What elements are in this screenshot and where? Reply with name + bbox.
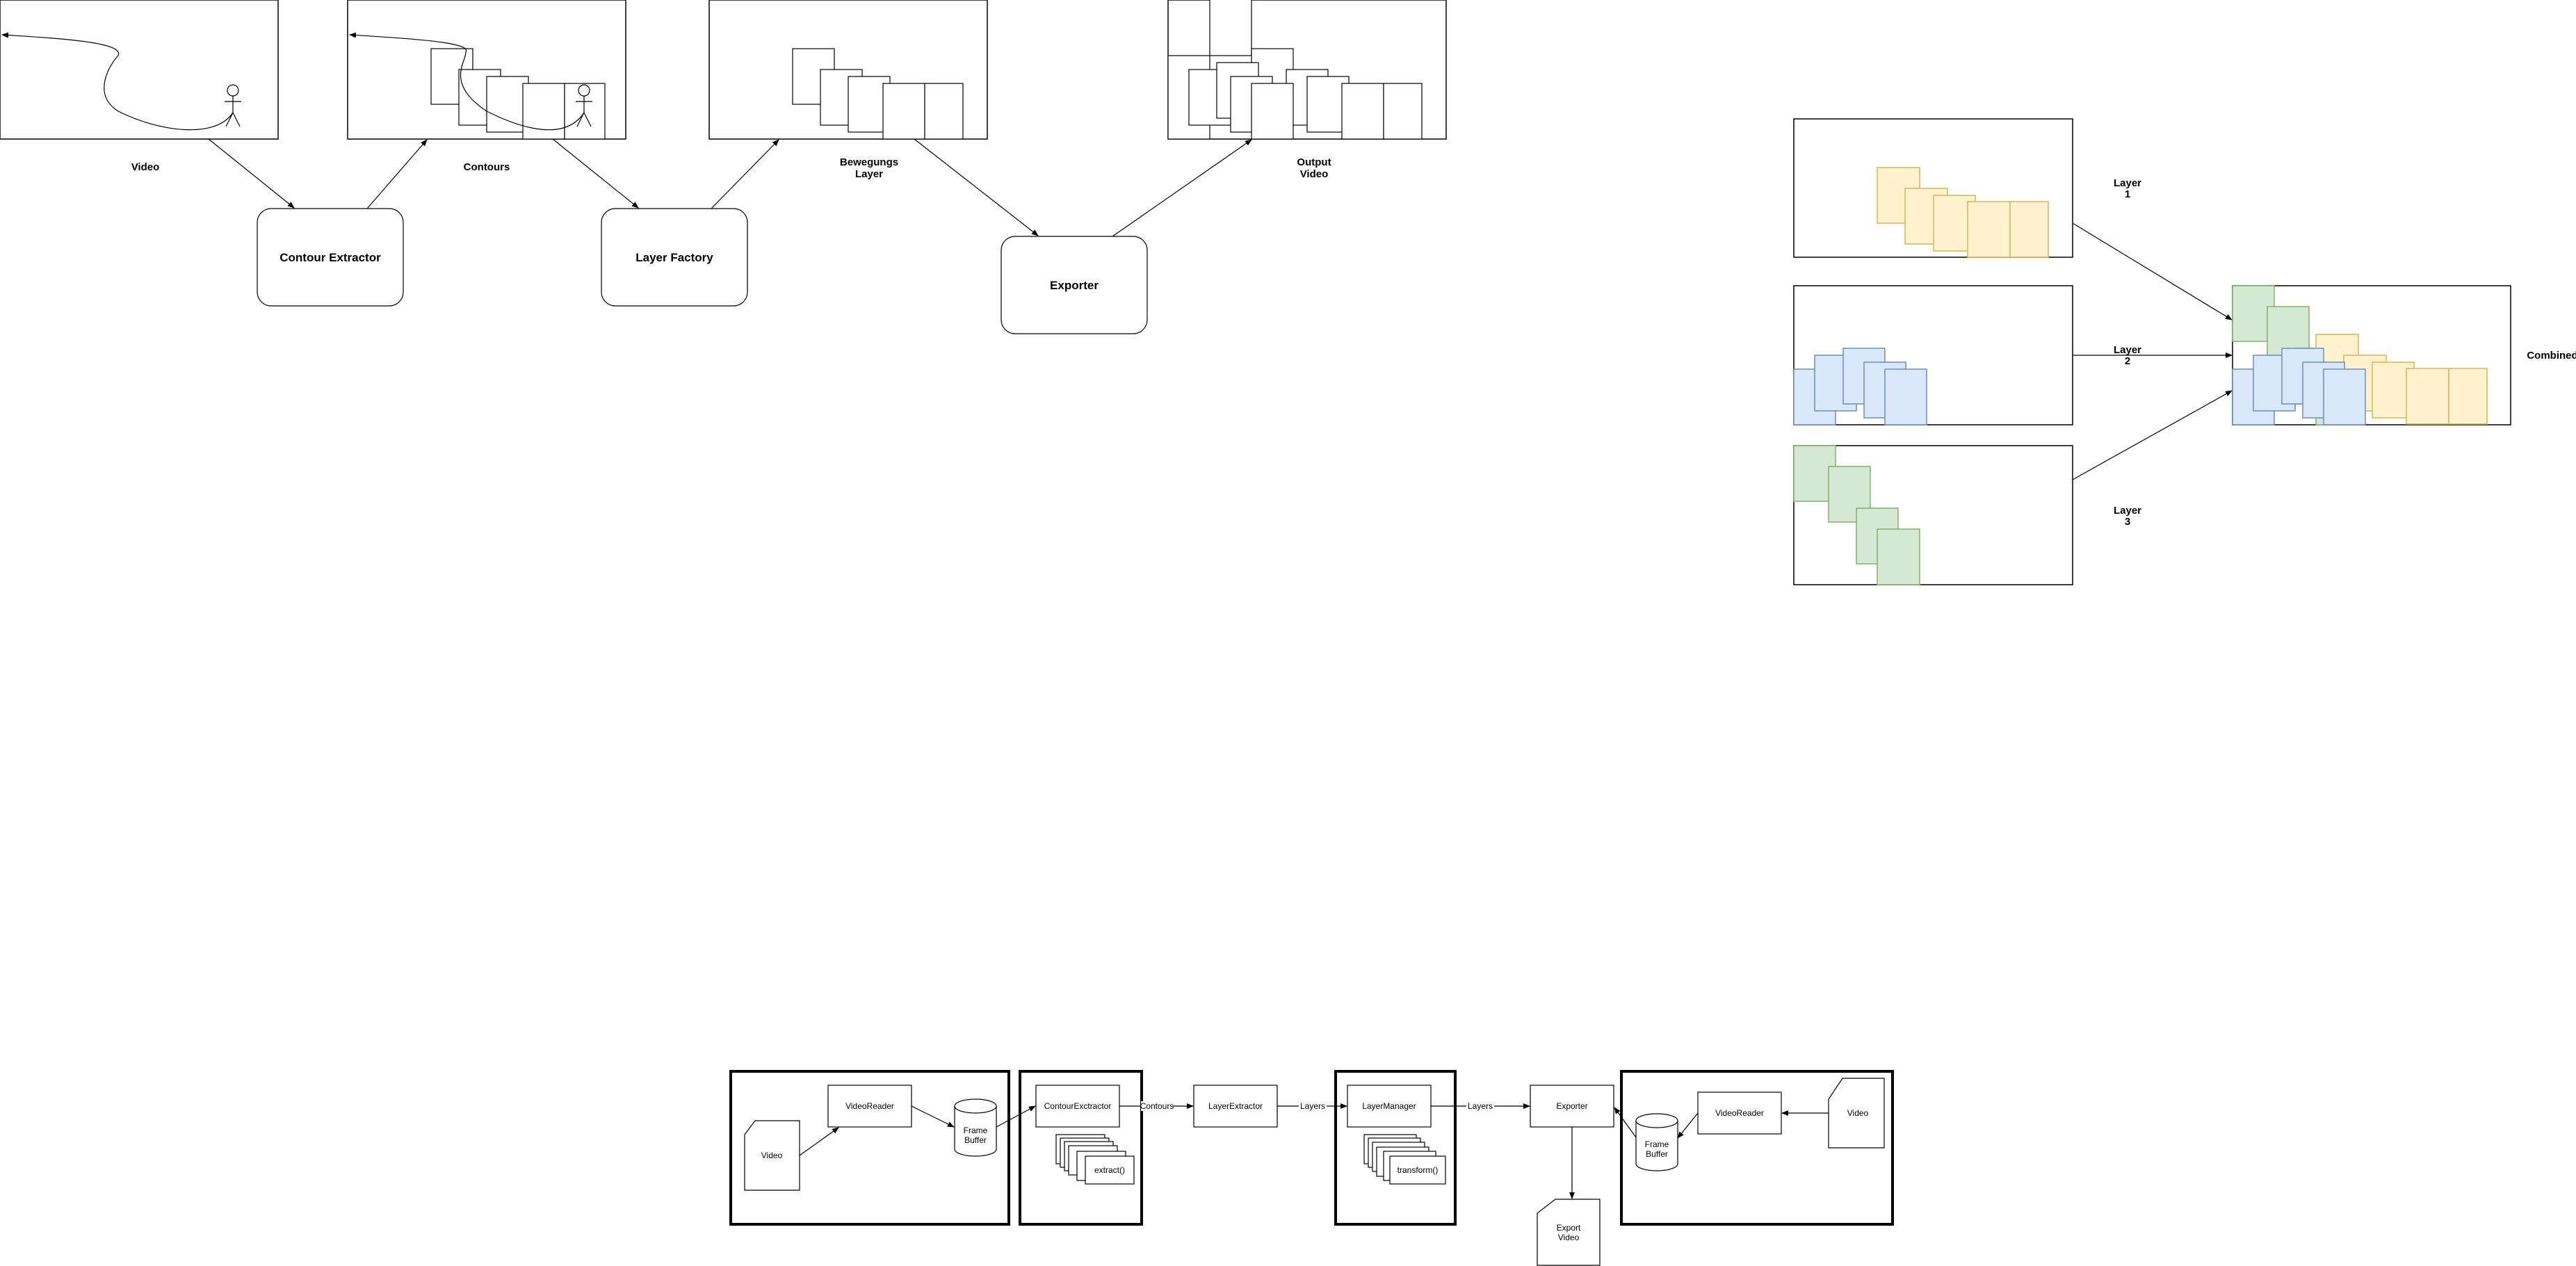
edge-label-contours: Contours [1140,1101,1174,1111]
svg-text:Frame: Frame [964,1126,988,1135]
label-layer3-line1: Layer [2114,505,2141,517]
svg-text:LayerExtractor: LayerExtractor [1208,1101,1263,1111]
svg-text:VideoReader: VideoReader [845,1101,894,1111]
layer-arrows [2072,222,2233,480]
svg-text:Video: Video [1558,1233,1580,1242]
svg-text:Buffer: Buffer [1646,1149,1668,1159]
video-input-card[interactable]: Video [744,1120,800,1191]
svg-text:Video: Video [761,1151,783,1160]
svg-text:Frame: Frame [1645,1139,1669,1149]
frame-output-video [1167,0,1447,140]
label-combined: Combined [2527,350,2576,362]
svg-text:Layer Factory: Layer Factory [635,251,713,264]
motion-path [349,32,585,131]
frame-buffer-cylinder[interactable]: Frame Buffer [954,1098,997,1157]
frame-contours [347,0,626,140]
transform-stack[interactable]: transform() [1363,1134,1446,1185]
contour-extractor-box[interactable]: ContourExctractor [1035,1085,1120,1128]
edge-label-layers-2: Layers [1468,1101,1493,1111]
video-reader-node[interactable]: VideoReader [827,1085,912,1128]
label-bewegungs-line2: Layer [855,168,883,180]
video-reader-2-node[interactable]: VideoReader [1697,1091,1782,1135]
exporter-box[interactable]: Exporter [1530,1085,1614,1128]
svg-text:extract(): extract() [1094,1165,1125,1175]
label-layer1-line2: 1 [2125,188,2130,200]
label-video: Video [131,161,160,173]
svg-text:Video: Video [1847,1108,1869,1118]
motion-path [1,32,234,131]
edge-label-layers-1: Layers [1300,1101,1325,1111]
svg-text:Contour Extractor: Contour Extractor [280,251,381,264]
svg-text:LayerManager: LayerManager [1362,1101,1416,1111]
frame-buffer-2-cylinder[interactable]: Frame Buffer [1635,1113,1678,1171]
svg-text:Buffer: Buffer [964,1135,987,1145]
svg-text:ContourExctractor: ContourExctractor [1044,1101,1112,1111]
contour-extractor-node[interactable]: Contour Extractor [257,208,404,307]
label-output-line1: Output [1297,156,1331,168]
combined-frame [2232,285,2511,425]
label-layer1-line1: Layer [2114,177,2141,189]
label-output-line2: Video [1300,168,1329,180]
layer-factory-node[interactable]: Layer Factory [601,208,748,307]
label-bewegungs-line1: Bewegungs [840,156,898,168]
label-contours: Contours [464,161,510,173]
layer-manager-box[interactable]: LayerManager [1347,1085,1432,1128]
export-video-card[interactable]: Export Video [1537,1199,1601,1266]
exporter-node[interactable]: Exporter [1001,236,1148,334]
layer-extractor-box[interactable]: LayerExtractor [1193,1085,1278,1128]
svg-text:Exporter: Exporter [1050,279,1099,292]
svg-text:transform(): transform() [1398,1165,1439,1175]
frame-video [0,0,279,140]
svg-text:Export: Export [1557,1223,1581,1233]
top-arrows [208,138,1252,237]
label-layer2-line2: 2 [2125,355,2130,367]
svg-text:Exporter: Exporter [1556,1101,1587,1111]
label-layer3-line2: 3 [2125,516,2130,528]
extract-stack[interactable]: extract() [1055,1134,1135,1185]
frame-bewegungs-layer [708,0,988,140]
video-input-2-card[interactable]: Video [1828,1078,1885,1149]
label-layer2-line1: Layer [2114,344,2141,356]
svg-text:VideoReader: VideoReader [1715,1108,1764,1118]
